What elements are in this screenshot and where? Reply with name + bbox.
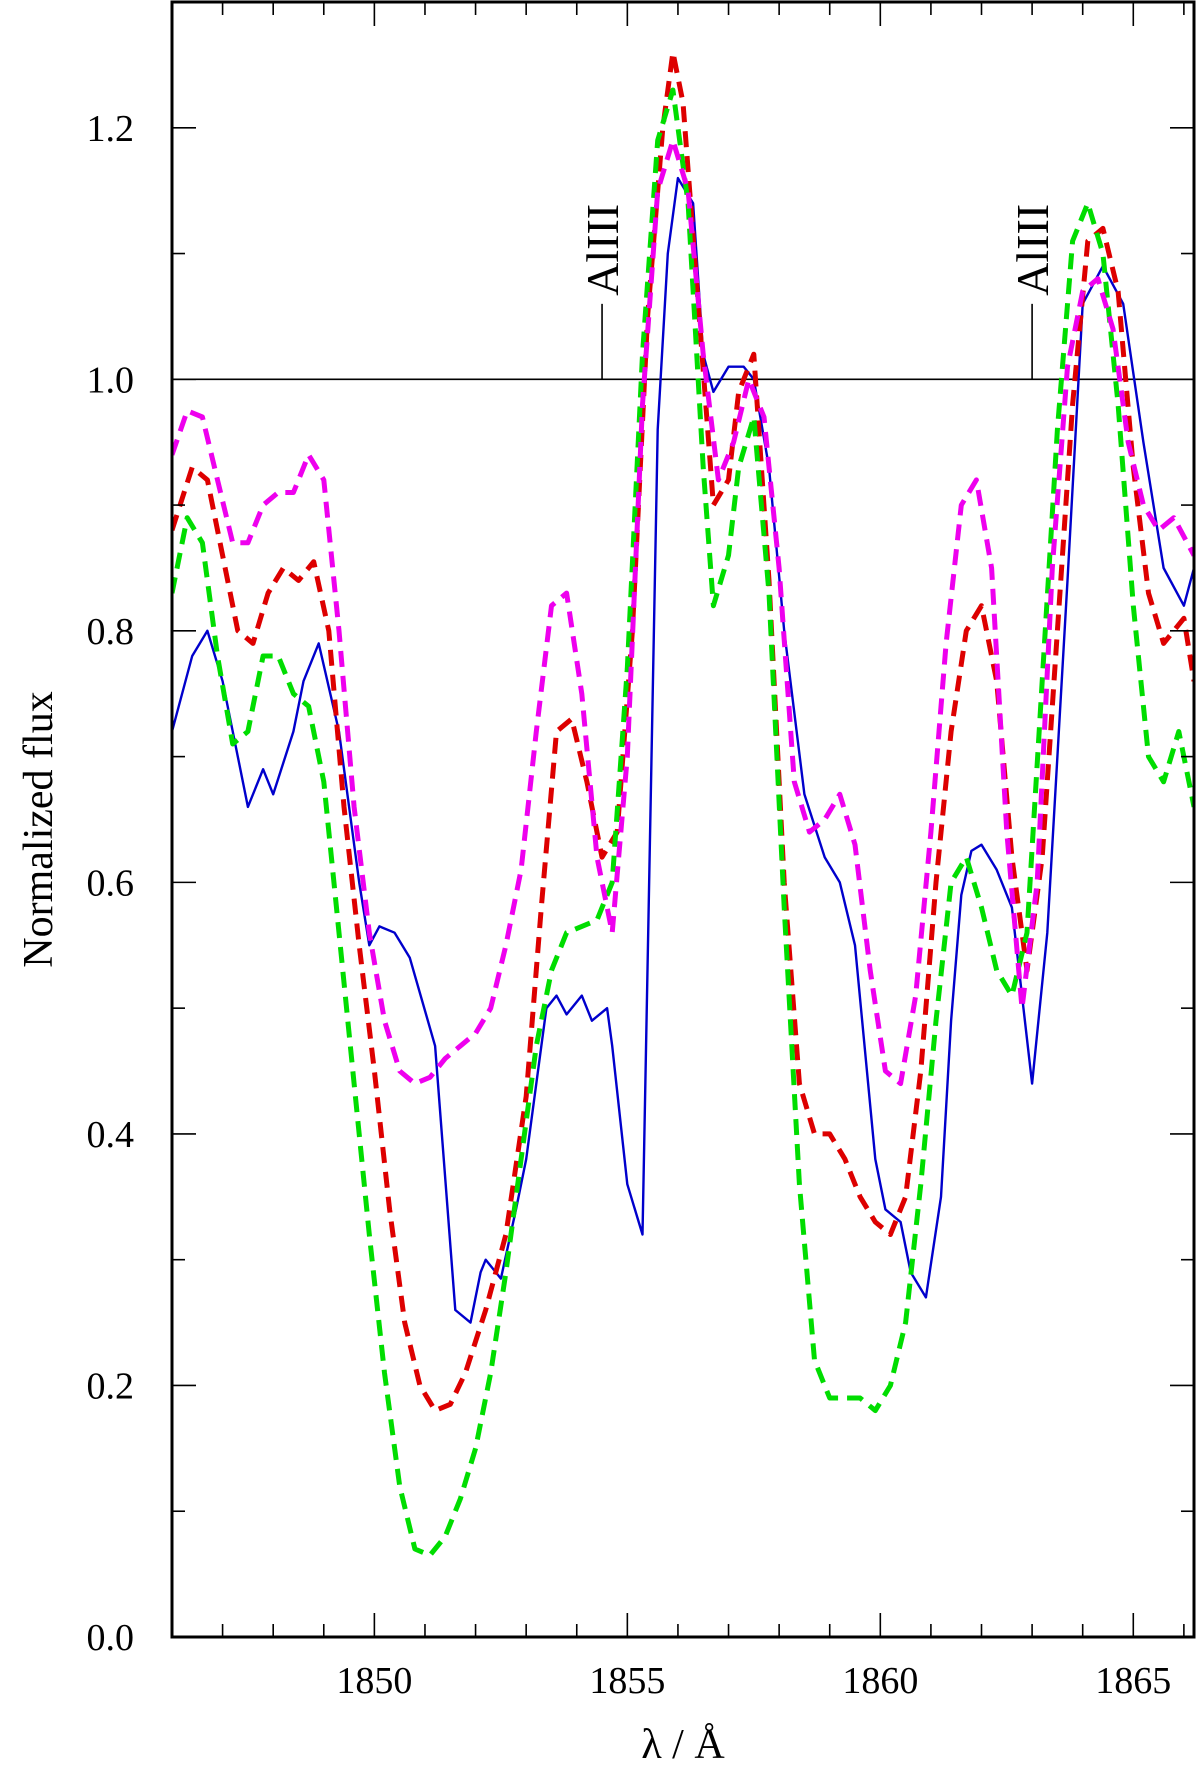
plot-frame bbox=[170, 0, 1196, 1639]
y-tick-label: 0.4 bbox=[87, 1114, 135, 1156]
x-tick-label: 1855 bbox=[589, 1660, 665, 1702]
series-line-3 bbox=[172, 87, 1194, 1558]
x-tick-label: 1850 bbox=[336, 1660, 412, 1702]
y-tick-label: 0.0 bbox=[87, 1617, 135, 1659]
axes-layer bbox=[170, 0, 1196, 1639]
series-line-2 bbox=[172, 49, 1194, 1414]
series-line-1 bbox=[172, 176, 1194, 1324]
annotation-label: AlIII bbox=[1007, 204, 1058, 296]
annotation-label: AlIII bbox=[577, 204, 628, 296]
ticks-layer: 1850 1855 1860 1865 0.0 0.2 0.4 0.6 0.8 1.0 1.2 bbox=[87, 1, 1194, 1702]
y-tick-label: 1.0 bbox=[87, 359, 135, 401]
y-axis-label: Normalized flux bbox=[16, 691, 62, 967]
y-tick-label: 0.8 bbox=[87, 611, 135, 653]
x-tick-label: 1865 bbox=[1095, 1660, 1171, 1702]
y-tick-label: 0.6 bbox=[87, 862, 135, 904]
x-axis-label: λ / Å bbox=[641, 1722, 725, 1766]
series-layer bbox=[172, 49, 1194, 1558]
x-tick-label: 1860 bbox=[842, 1660, 918, 1702]
y-tick-label: 0.2 bbox=[87, 1365, 135, 1407]
series-line-4 bbox=[172, 137, 1194, 1087]
annotation-layer: AlIII AlIII bbox=[577, 204, 1058, 380]
y-tick-label: 1.2 bbox=[87, 108, 135, 150]
